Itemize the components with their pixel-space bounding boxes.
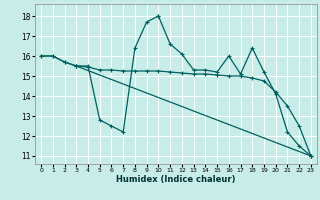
- X-axis label: Humidex (Indice chaleur): Humidex (Indice chaleur): [116, 175, 236, 184]
